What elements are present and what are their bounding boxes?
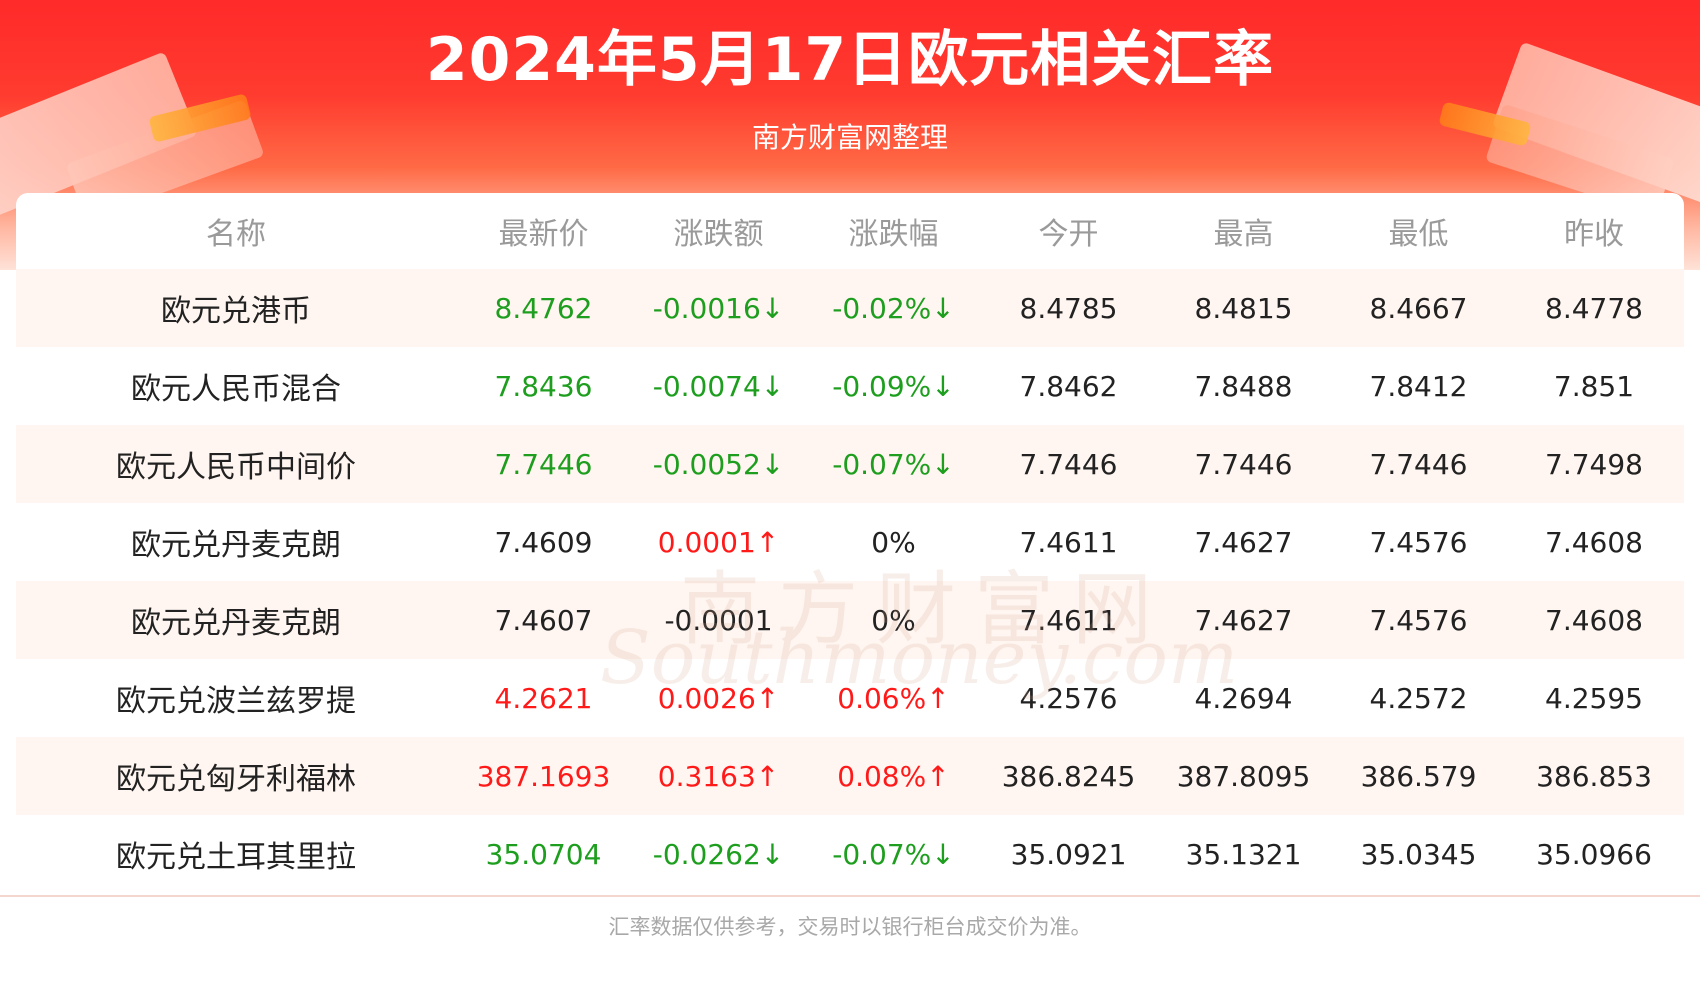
prev-close-price: 7.851 [1553,369,1635,403]
change-amount: -0.0001 [664,603,773,637]
page-title: 2024年5月17日欧元相关汇率 [425,25,1275,95]
prev-close-price: 7.4608 [1545,603,1643,637]
change-amount: -0.0016↓ [652,291,785,325]
low-price: 7.8412 [1369,369,1468,403]
high-price: 7.8488 [1194,369,1293,403]
high-price: 8.4815 [1194,291,1293,325]
low-price: 7.4576 [1369,525,1468,559]
change-percent: 0% [871,525,916,559]
low-price: 4.2572 [1369,681,1468,715]
open-price: 7.4611 [1019,525,1118,559]
column-header-latest: 最新价 [498,217,589,252]
high-price: 7.7446 [1194,447,1293,481]
change-amount: 0.3163↑ [657,759,780,793]
table-row: 欧元人民币中间价 7.7446 -0.0052↓ -0.07%↓ 7.7446 … [16,425,1684,503]
latest-price: 35.0704 [485,837,602,871]
low-price: 8.4667 [1369,291,1468,325]
change-amount: -0.0262↓ [652,837,785,871]
change-amount: -0.0052↓ [652,447,785,481]
open-price: 8.4785 [1019,291,1118,325]
change-percent: 0.08%↑ [837,759,950,793]
column-header-low: 最低 [1388,217,1449,252]
prev-close-price: 386.853 [1536,759,1652,793]
table-row: 欧元人民币混合 7.8436 -0.0074↓ -0.09%↓ 7.8462 7… [16,347,1684,425]
table-row: 欧元兑丹麦克朗 7.4609 0.0001↑ 0% 7.4611 7.4627 … [16,503,1684,581]
prev-close-price: 4.2595 [1545,681,1643,715]
latest-price: 4.2621 [494,681,593,715]
low-price: 7.4576 [1369,603,1468,637]
table-row: 欧元兑港币 8.4762 -0.0016↓ -0.02%↓ 8.4785 8.4… [16,269,1684,347]
latest-price: 8.4762 [494,291,593,325]
disclaimer-note: 汇率数据仅供参考，交易时以银行柜台成交价为准。 [608,915,1092,939]
open-price: 7.7446 [1019,447,1118,481]
table-row: 欧元兑波兰兹罗提 4.2621 0.0026↑ 0.06%↑ 4.2576 4.… [16,659,1684,737]
high-price: 4.2694 [1194,681,1293,715]
change-amount: 0.0026↑ [657,681,780,715]
column-header-name: 名称 [206,217,266,252]
high-price: 7.4627 [1194,525,1293,559]
open-price: 7.4611 [1019,603,1118,637]
table-row: 欧元兑丹麦克朗 7.4607 -0.0001 0% 7.4611 7.4627 … [16,581,1684,659]
high-price: 35.1321 [1185,837,1302,871]
open-price: 7.8462 [1019,369,1118,403]
column-header-open: 今开 [1038,217,1099,252]
latest-price: 7.4607 [494,603,593,637]
change-percent: -0.09%↓ [832,369,955,403]
prev-close-price: 7.4608 [1545,525,1643,559]
currency-pair-name: 欧元兑波兰兹罗提 [116,684,356,719]
column-header-change-pct: 涨跌幅 [848,217,939,252]
column-header-high: 最高 [1213,217,1274,252]
prev-close-price: 35.0966 [1536,837,1652,871]
high-price: 7.4627 [1194,603,1293,637]
page-subtitle: 南方财富网整理 [751,121,948,154]
column-header-change: 涨跌额 [673,217,764,252]
prev-close-price: 7.7498 [1545,447,1643,481]
latest-price: 387.1693 [476,759,611,793]
low-price: 35.0345 [1360,837,1477,871]
open-price: 35.0921 [1010,837,1127,871]
latest-price: 7.4609 [494,525,593,559]
open-price: 386.8245 [1001,759,1136,793]
change-percent: -0.07%↓ [832,837,955,871]
prev-close-price: 8.4778 [1545,291,1643,325]
latest-price: 7.8436 [494,369,593,403]
currency-pair-name: 欧元人民币中间价 [116,450,356,485]
currency-pair-name: 欧元兑丹麦克朗 [131,606,341,641]
currency-pair-name: 欧元兑丹麦克朗 [131,528,341,563]
change-percent: 0% [871,603,916,637]
rate-table: 名称 最新价 涨跌额 涨跌幅 今开 最高 最低 昨收 欧元兑港币 8.4762 … [16,193,1684,893]
currency-pair-name: 欧元兑匈牙利福林 [116,762,356,797]
table-row: 欧元兑匈牙利福林 387.1693 0.3163↑ 0.08%↑ 386.824… [16,737,1684,815]
currency-pair-name: 欧元兑土耳其里拉 [116,840,356,875]
column-header-prev-close: 昨收 [1564,217,1624,252]
change-percent: 0.06%↑ [837,681,950,715]
table-header: 名称 最新价 涨跌额 涨跌幅 今开 最高 最低 昨收 [16,193,1684,269]
change-amount: 0.0001↑ [657,525,780,559]
currency-pair-name: 欧元人民币混合 [131,372,341,407]
change-percent: -0.02%↓ [832,291,955,325]
table-row: 欧元兑土耳其里拉 35.0704 -0.0262↓ -0.07%↓ 35.092… [16,815,1684,893]
change-amount: -0.0074↓ [652,369,785,403]
low-price: 7.7446 [1369,447,1468,481]
open-price: 4.2576 [1019,681,1118,715]
low-price: 386.579 [1360,759,1477,793]
currency-pair-name: 欧元兑港币 [161,294,311,329]
footer-divider [0,895,1700,897]
high-price: 387.8095 [1176,759,1311,793]
change-percent: -0.07%↓ [832,447,955,481]
latest-price: 7.7446 [494,447,593,481]
